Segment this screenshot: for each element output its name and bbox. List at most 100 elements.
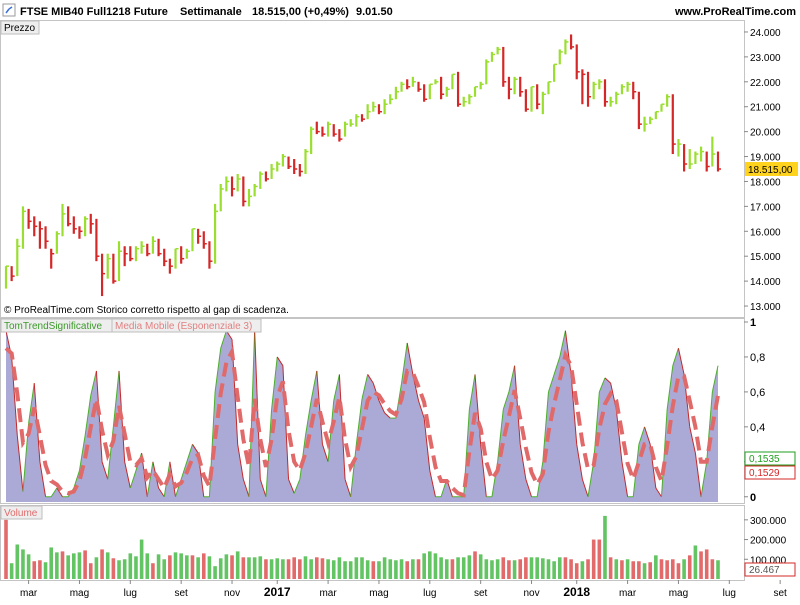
price-scale-label: 16.000 <box>750 227 781 238</box>
volume-bar <box>72 553 76 579</box>
last-quote: 18.515,00 (+0,49%) <box>252 6 349 18</box>
time-axis: mar mag lug set nov 2017 mar mag lug set nov 2018 ma… <box>20 580 787 599</box>
volume-bar <box>168 555 172 579</box>
price-scale-label: 13.000 <box>750 302 781 313</box>
price-scale-label: 18.000 <box>750 177 781 188</box>
trend-line-segment <box>587 461 595 497</box>
time-axis-label: lug <box>124 588 137 599</box>
time-axis-label: mag <box>669 588 688 599</box>
trend-line-segment <box>192 444 199 454</box>
instrument-icon-line-1 <box>5 8 10 14</box>
price-panel-frame <box>0 20 745 318</box>
trend-line-segment <box>28 383 35 424</box>
volume-bar <box>461 557 466 579</box>
volume-bar <box>648 562 652 579</box>
time-axis-label: lug <box>723 588 736 599</box>
time-axis-label: mag <box>70 588 89 599</box>
trend-line-segment <box>638 426 646 445</box>
volume-bar <box>326 559 330 579</box>
indicator-scale-label: 1 <box>750 317 756 329</box>
volume-bar <box>687 555 692 579</box>
volume-bar <box>66 555 70 579</box>
volume-bar <box>247 557 251 579</box>
volume-bar <box>151 563 155 579</box>
trend-line-segment <box>559 330 566 358</box>
time-axis-label: lug <box>423 588 436 599</box>
trend-line-segment <box>355 398 363 445</box>
trend-line-segment <box>78 435 86 471</box>
volume-scale-label: 300.000 <box>750 516 787 527</box>
volume-bar <box>631 561 636 579</box>
volume-bar <box>179 553 183 579</box>
time-axis-label: mag <box>369 588 388 599</box>
volume-bar <box>55 552 59 579</box>
time-axis-label: 2018 <box>563 585 590 599</box>
trend-line-segment <box>694 453 702 497</box>
trend-area <box>6 330 718 502</box>
trend-line-segment <box>401 342 408 384</box>
volume-bar <box>428 551 432 579</box>
time-axis-label: mar <box>619 588 637 599</box>
indicator-tab-2[interactable] <box>111 318 262 333</box>
trend-line-segment <box>542 391 549 462</box>
volume-value-tag <box>744 562 796 577</box>
indicator-scale-label: 0,8 <box>750 352 765 364</box>
volume-bar <box>218 558 223 579</box>
volume-bar <box>569 559 573 579</box>
volume-panel-tab[interactable] <box>0 505 43 520</box>
volume-bar <box>682 559 686 579</box>
volume-bar <box>411 559 415 579</box>
volume-bar <box>128 553 133 579</box>
volume-bar <box>512 560 517 579</box>
trend-line-segment <box>350 444 357 497</box>
trend-line-segment <box>50 487 58 498</box>
volume-bar <box>574 563 579 579</box>
trend-line-segment <box>220 330 227 349</box>
trend-line-segment <box>666 365 674 410</box>
trend-line-segment <box>378 400 386 414</box>
volume-bar <box>281 559 285 579</box>
volume-bar <box>309 559 313 579</box>
volume-bar <box>399 559 404 579</box>
indicator-scale-label: 0,4 <box>750 422 765 434</box>
indicator-panel-frame <box>0 318 745 504</box>
volume-bar <box>484 559 489 579</box>
volume-bar <box>207 556 212 579</box>
last-price-tag <box>745 162 798 176</box>
trend-line-segment <box>259 479 267 497</box>
trend-line-segment <box>310 370 318 401</box>
trend-line-segment <box>186 444 193 462</box>
volume-scale-label: 100.000 <box>750 555 787 566</box>
instrument-name[interactable]: FTSE MIB40 Full1218 Future <box>20 6 168 18</box>
trend-line-segment <box>689 426 696 454</box>
volume-bar <box>665 560 669 579</box>
trend-line-segment <box>124 461 131 489</box>
price-panel-tab[interactable] <box>0 20 40 35</box>
volume-bar <box>693 545 698 579</box>
volume-bar <box>382 557 387 579</box>
trend-line-segment <box>468 374 476 410</box>
volume-bar <box>196 557 200 579</box>
volume-bar <box>586 559 590 579</box>
volume-bar <box>26 554 31 579</box>
trend-line-segment <box>304 400 312 436</box>
volume-bar <box>580 561 585 579</box>
site-link[interactable]: www.ProRealTime.com <box>674 6 796 18</box>
volume-bar <box>654 555 658 579</box>
volume-bar <box>365 560 370 579</box>
trend-line-segment <box>519 444 527 480</box>
chart-header: FTSE MIB40 Full1218 Future Settimanale 1… <box>2 3 796 18</box>
trend-line-segment <box>361 374 369 400</box>
volume-bar <box>100 549 104 579</box>
trend-line-segment <box>615 409 623 462</box>
volume-bar <box>235 551 240 579</box>
trend-line-segment <box>95 370 103 462</box>
volume-bar <box>77 552 82 579</box>
price-scale-label: 21.000 <box>750 103 781 114</box>
timeframe[interactable]: Settimanale <box>180 6 242 18</box>
trend-line-segment <box>101 461 109 480</box>
quote-time: 9.01.50 <box>356 6 393 18</box>
volume-bar <box>625 559 630 579</box>
volume-bar <box>190 555 195 579</box>
volume-bar <box>331 560 336 579</box>
